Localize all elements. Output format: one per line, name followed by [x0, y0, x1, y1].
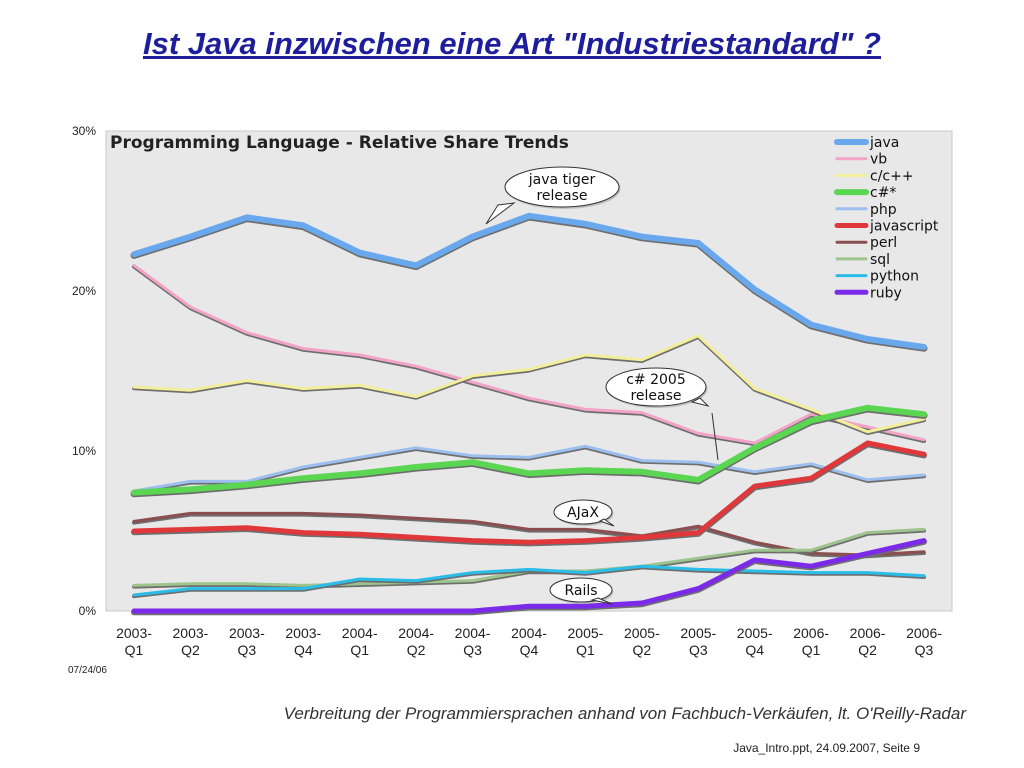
x-tick-label: 2004-Q2	[398, 625, 434, 658]
x-tick-label: 2005-Q1	[568, 625, 604, 658]
annotation-text: c# 2005	[626, 372, 686, 388]
annotation-text: java tiger	[528, 172, 596, 188]
x-tick-label: 2003-Q1	[116, 625, 152, 658]
series-line-java	[131, 212, 927, 350]
legend: javavbc/c++c#*phpjavascriptperlsqlpython…	[834, 135, 939, 301]
legend-label: ruby	[870, 285, 902, 301]
legend-item-c: c#*	[834, 185, 896, 201]
series-line-c	[131, 404, 927, 496]
series-line-ruby	[131, 538, 927, 614]
series-line-vb	[132, 263, 926, 445]
annotation-bubble	[553, 499, 613, 525]
series-layer	[130, 212, 928, 616]
y-tick-label: 10%	[72, 444, 96, 458]
annotation-rails: Rails	[549, 577, 614, 605]
annotation-tail	[690, 397, 710, 407]
series-line-python	[132, 564, 926, 597]
x-axis: 2003-Q1 2003-Q2 2003-Q3 2003-Q4 2004-Q1 2004-…	[116, 625, 942, 658]
x-tick-label: 2005-Q2	[624, 625, 660, 658]
date-stamp: 07/24/06	[68, 665, 107, 676]
y-axis: 0% 10% 20% 30%	[72, 124, 96, 618]
legend-label: java	[869, 135, 899, 151]
legend-item-python: python	[835, 269, 919, 285]
legend-label: c/c++	[870, 168, 914, 184]
x-tick-label: 2003-Q4	[285, 625, 321, 658]
chart-title: Programming Language - Relative Share Tr…	[110, 133, 569, 153]
footer: Java_Intro.ppt, 24.09.2007, Seite 9	[733, 741, 920, 755]
x-tick-label: 2005-Q3	[680, 625, 716, 658]
legend-item-sql: sql	[835, 252, 890, 268]
legend-item-vb: vb	[835, 152, 887, 168]
legend-label: python	[870, 269, 919, 285]
annotation-bubble	[549, 577, 613, 603]
series-line-javascript	[131, 440, 927, 545]
legend-label: perl	[870, 235, 897, 251]
legend-item-perl: perl	[835, 235, 897, 251]
annotation-tail	[590, 597, 613, 605]
legend-item-php: php	[835, 202, 897, 218]
annotation-tail	[598, 518, 615, 527]
x-tick-label: 2004-Q1	[342, 625, 378, 658]
legend-label: php	[870, 202, 897, 218]
series-line-cc	[132, 334, 926, 434]
annotation-bubble	[504, 166, 620, 208]
x-tick-label: 2006-Q1	[793, 625, 829, 658]
x-tick-label: 2003-Q2	[173, 625, 209, 658]
legend-label: sql	[870, 252, 890, 268]
legend-label: vb	[870, 152, 887, 168]
x-tick-label: 2003-Q3	[229, 625, 265, 658]
annotation-bubble	[605, 367, 707, 407]
x-tick-label: 2006-Q3	[906, 625, 942, 658]
caption: Verbreitung der Programmiersprachen anha…	[283, 704, 966, 723]
x-tick-label: 2005-Q4	[737, 625, 773, 658]
slide-title: Ist Java inzwischen eine Art "Industries…	[143, 26, 881, 61]
legend-item-java: java	[834, 135, 899, 151]
annotation-text: release	[630, 388, 681, 404]
x-tick-label: 2006-Q2	[850, 625, 886, 658]
legend-item-javascript: javascript	[834, 219, 939, 235]
legend-label: c#*	[870, 185, 896, 201]
annotation-text: release	[536, 188, 587, 204]
y-tick-label: 30%	[72, 124, 96, 138]
y-tick-label: 0%	[79, 604, 97, 618]
y-tick-label: 20%	[72, 284, 96, 298]
annotation-ajax: AJaX	[553, 499, 615, 527]
legend-item-ruby: ruby	[834, 285, 902, 301]
legend-label: javascript	[869, 219, 939, 235]
annotation-text: AJaX	[567, 505, 599, 521]
series-line-php	[132, 444, 926, 493]
annotation-tail	[485, 202, 516, 225]
annotation-text: Rails	[564, 583, 597, 599]
annotation-pointer	[711, 412, 719, 461]
legend-item-cc: c/c++	[835, 168, 914, 184]
x-tick-label: 2004-Q3	[455, 625, 491, 658]
x-tick-label: 2004-Q4	[511, 625, 547, 658]
